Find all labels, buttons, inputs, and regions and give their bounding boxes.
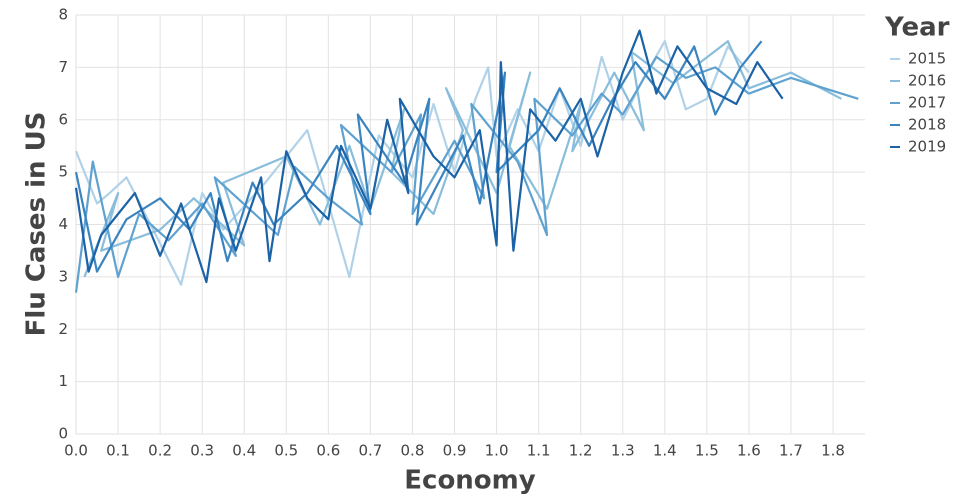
x-tick-label: 0.4 — [232, 442, 256, 460]
x-tick-label: 0.7 — [358, 442, 382, 460]
line — [74, 29, 784, 284]
legend-label: 2015 — [908, 50, 946, 68]
y-tick-label: 6 — [58, 110, 68, 128]
y-tick-label: 3 — [58, 267, 68, 285]
y-tick-label: 4 — [58, 215, 68, 233]
x-tick-label: 0.3 — [190, 442, 214, 460]
x-axis-title: Economy — [404, 466, 535, 496]
legend-title: Year — [884, 13, 950, 43]
x-tick-label: 1.5 — [695, 442, 719, 460]
x-tick-label: 0.9 — [443, 442, 467, 460]
y-axis-title: Flu Cases in US — [22, 112, 52, 337]
y-tick-label: 8 — [58, 6, 68, 24]
y-tick-label: 5 — [58, 163, 68, 181]
x-tick-label: 0.6 — [316, 442, 340, 460]
x-tick-label: 1.6 — [737, 442, 761, 460]
x-tick-label: 0.8 — [401, 442, 425, 460]
x-tick-label: 1.2 — [569, 442, 593, 460]
x-tick-label: 1.8 — [821, 442, 845, 460]
line — [74, 55, 859, 293]
y-tick-label: 2 — [58, 320, 68, 338]
legend-label: 2019 — [908, 138, 946, 156]
y-tick-label: 0 — [58, 425, 68, 443]
legend-label: 2016 — [908, 72, 946, 90]
x-tick-label: 0.2 — [148, 442, 172, 460]
legend-label: 2018 — [908, 116, 946, 134]
x-tick-label: 1.7 — [779, 442, 803, 460]
line — [74, 40, 763, 273]
x-tick-label: 1.0 — [485, 442, 509, 460]
legend-label: 2017 — [908, 94, 946, 112]
x-tick-label: 0.1 — [106, 442, 130, 460]
y-tick-label: 7 — [58, 58, 68, 76]
x-tick-label: 1.1 — [527, 442, 551, 460]
x-tick-label: 0.0 — [64, 442, 88, 460]
x-tick-label: 1.3 — [611, 442, 635, 460]
x-tick-label: 1.4 — [653, 442, 677, 460]
y-tick-label: 1 — [58, 372, 68, 390]
x-tick-label: 0.5 — [274, 442, 298, 460]
